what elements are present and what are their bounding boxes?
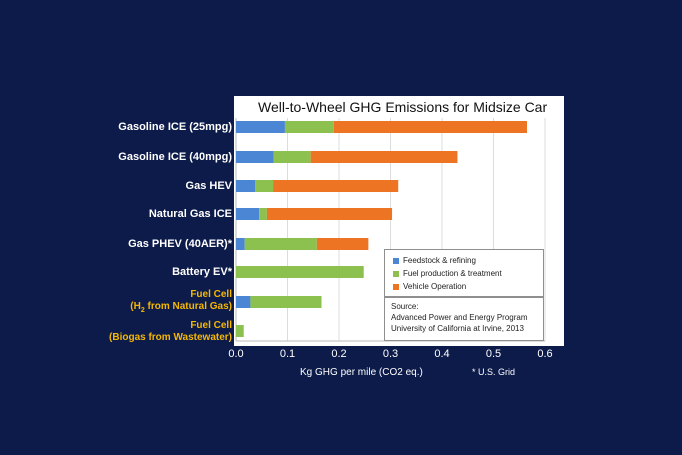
x-tick-label: 0.3	[382, 348, 399, 360]
bar-segment	[316, 238, 369, 250]
bar-segment	[236, 208, 260, 220]
bar-segment	[255, 180, 274, 192]
source-line: Advanced Power and Energy Program	[391, 313, 528, 322]
source-box: Source: Advanced Power and Energy Progra…	[384, 297, 544, 341]
legend-item: Feedstock & refining	[393, 256, 476, 265]
category-label-gasoline-ice-40: Gasoline ICE (40mpg)	[118, 151, 232, 163]
legend: Feedstock & refining Fuel production & t…	[384, 249, 544, 297]
category-label-gas-hev: Gas HEV	[185, 180, 232, 192]
bar-segment	[284, 121, 334, 133]
category-label-fuel-cell-natural-gas: Fuel Cell (H2 from Natural Gas)	[130, 289, 232, 314]
bar-segment	[236, 121, 285, 133]
x-tick-label: 0.5	[485, 348, 502, 360]
x-tick-label: 0.0	[228, 348, 244, 360]
footnote: * U.S. Grid	[472, 367, 516, 377]
bar-segment	[236, 151, 274, 163]
bar-segment	[266, 208, 393, 220]
bar-segment	[236, 296, 251, 308]
x-tick-label: 0.1	[279, 348, 296, 360]
legend-swatch	[393, 257, 399, 264]
legend-swatch	[393, 270, 399, 277]
legend-swatch	[393, 283, 399, 290]
bar-segment	[259, 208, 267, 220]
chart-title: Well-to-Wheel GHG Emissions for Midsize …	[258, 99, 548, 115]
category-label-natural-gas-ice: Natural Gas ICE	[148, 208, 232, 220]
category-label-battery-ev: Battery EV*	[172, 266, 232, 278]
bar-segment	[250, 296, 322, 308]
bar-segment	[236, 180, 256, 192]
bar-segment	[273, 180, 399, 192]
category-label-gas-phev: Gas PHEV (40AER)*	[128, 238, 232, 250]
bar-segment	[244, 238, 317, 250]
x-tick-label: 0.4	[434, 348, 450, 360]
legend-item: Fuel production & treatment	[393, 269, 502, 278]
x-tick-label: 0.2	[331, 348, 347, 360]
category-label-fuel-cell-biogas: Fuel Cell (Biogas from Wastewater)	[109, 320, 232, 343]
bar-segment	[310, 151, 458, 163]
x-axis-label: Kg GHG per mile (CO2 eq.)	[300, 367, 423, 378]
bar-segment	[273, 151, 311, 163]
bar-segment	[236, 238, 245, 250]
legend-item: Vehicle Operation	[393, 282, 466, 291]
source-line: University of California at Irvine, 2013	[391, 324, 524, 333]
x-tick-label: 0.6	[537, 348, 553, 360]
bar-segment	[236, 325, 244, 337]
bar-segment	[236, 266, 364, 278]
source-heading: Source:	[391, 302, 419, 311]
category-label-gasoline-ice-25: Gasoline ICE (25mpg)	[118, 121, 232, 133]
bar-segment	[333, 121, 527, 133]
